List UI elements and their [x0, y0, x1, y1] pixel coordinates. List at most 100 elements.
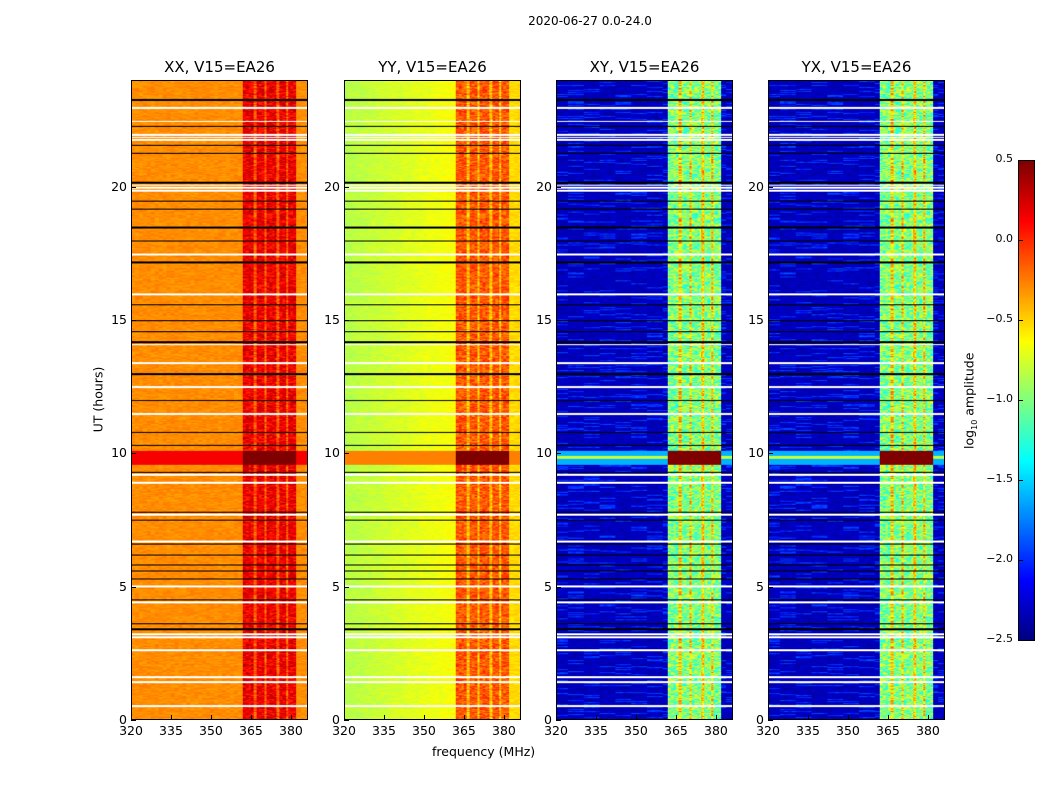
x-tick-mark: [170, 715, 172, 720]
y-tick-label: 5: [756, 578, 764, 594]
figure-title: 2020-06-27 0.0-24.0: [528, 14, 652, 28]
colorbar-gradient: [1019, 161, 1034, 640]
y-tick-mark: [768, 186, 773, 188]
x-tick-label: 320: [756, 723, 780, 738]
y-tick-label: 0: [544, 712, 552, 727]
y-tick-label: 20: [536, 178, 552, 194]
x-tick-mark: [423, 715, 425, 720]
x-axis-label: frequency (MHz): [432, 744, 536, 759]
y-tick-label: 20: [324, 178, 340, 194]
x-tick-label: 350: [412, 723, 436, 738]
heatmap-panel-2: [556, 80, 733, 720]
colorbar-tick-mark: [1019, 480, 1023, 481]
heatmap-panel-1: [344, 80, 521, 720]
colorbar-tick-label: −1.0: [986, 392, 1013, 405]
y-tick-mark: [344, 186, 349, 188]
y-tick-label: 10: [748, 445, 764, 461]
x-tick-label: 380: [916, 723, 940, 738]
y-tick-label: 5: [544, 578, 552, 594]
colorbar-tick-mark: [1019, 240, 1023, 241]
colorbar-tick-label: −0.5: [986, 312, 1013, 325]
x-tick-label: 320: [544, 723, 568, 738]
y-tick-label: 10: [324, 445, 340, 461]
heatmap-image: [345, 81, 520, 719]
y-tick-label: 20: [111, 178, 127, 194]
x-tick-mark: [290, 715, 292, 720]
y-tick-mark: [556, 186, 561, 188]
panel-title: YY, V15=EA26: [378, 58, 487, 76]
x-tick-label: 380: [492, 723, 516, 738]
x-tick-label: 350: [836, 723, 860, 738]
x-tick-label: 320: [332, 723, 356, 738]
y-tick-mark: [556, 586, 561, 588]
x-tick-label: 335: [159, 723, 183, 738]
y-tick-mark: [131, 320, 136, 321]
x-tick-mark: [715, 715, 717, 720]
x-tick-label: 350: [624, 723, 648, 738]
colorbar-tick-label: 0.5: [995, 152, 1014, 165]
y-tick-mark: [768, 320, 773, 321]
heatmap-image: [557, 81, 732, 719]
y-tick-mark: [344, 320, 349, 321]
x-tick-mark: [887, 715, 889, 720]
x-tick-label: 365: [239, 723, 263, 738]
x-tick-label: 365: [876, 723, 900, 738]
y-tick-mark: [768, 586, 773, 588]
y-axis-label: UT (hours): [90, 366, 106, 433]
x-tick-label: 335: [372, 723, 396, 738]
y-tick-label: 15: [536, 312, 552, 327]
colorbar-tick-mark: [1019, 320, 1023, 321]
x-tick-mark: [503, 715, 505, 720]
x-tick-mark: [463, 715, 465, 720]
colorbar-tick-label: 0.0: [995, 232, 1014, 245]
colorbar-tick-label: −2.0: [986, 552, 1013, 565]
x-tick-label: 335: [796, 723, 820, 738]
x-tick-label: 335: [584, 723, 608, 738]
colorbar-tick-mark: [1019, 400, 1023, 401]
y-tick-label: 5: [119, 578, 127, 594]
heatmap-image: [132, 81, 307, 719]
panel-title: XY, V15=EA26: [589, 58, 700, 76]
y-tick-label: 10: [111, 445, 127, 461]
x-tick-mark: [250, 715, 252, 720]
x-tick-mark: [847, 715, 849, 720]
y-tick-mark: [344, 586, 349, 588]
colorbar-tick-label: −2.5: [986, 632, 1013, 645]
y-tick-mark: [344, 720, 349, 721]
y-tick-label: 20: [748, 178, 764, 194]
x-tick-label: 365: [452, 723, 476, 738]
x-tick-mark: [595, 715, 597, 720]
y-tick-label: 0: [119, 712, 127, 727]
y-tick-mark: [131, 586, 136, 588]
y-tick-mark: [556, 320, 561, 321]
y-tick-label: 15: [111, 312, 127, 327]
x-tick-mark: [383, 715, 385, 720]
y-tick-mark: [556, 453, 561, 455]
x-tick-mark: [556, 715, 557, 720]
x-tick-mark: [635, 715, 637, 720]
x-tick-mark: [210, 715, 212, 720]
y-tick-mark: [768, 453, 773, 455]
x-tick-label: 380: [279, 723, 303, 738]
heatmap-image: [769, 81, 944, 719]
colorbar-tick-mark: [1019, 160, 1023, 161]
y-tick-mark: [556, 720, 561, 721]
y-tick-label: 15: [324, 312, 340, 327]
heatmap-panel-3: [768, 80, 945, 720]
x-tick-label: 365: [664, 723, 688, 738]
x-tick-label: 350: [199, 723, 223, 738]
colorbar-tick-mark: [1019, 640, 1023, 641]
y-tick-mark: [131, 453, 136, 455]
colorbar: [1018, 160, 1035, 641]
x-tick-mark: [675, 715, 677, 720]
x-tick-mark: [807, 715, 809, 720]
y-tick-mark: [131, 186, 136, 188]
y-tick-label: 0: [756, 712, 764, 727]
heatmap-panel-0: [131, 80, 308, 720]
y-tick-mark: [344, 453, 349, 455]
colorbar-tick-mark: [1019, 560, 1023, 561]
y-tick-mark: [131, 720, 136, 721]
x-tick-label: 320: [119, 723, 143, 738]
y-tick-label: 5: [332, 578, 340, 594]
